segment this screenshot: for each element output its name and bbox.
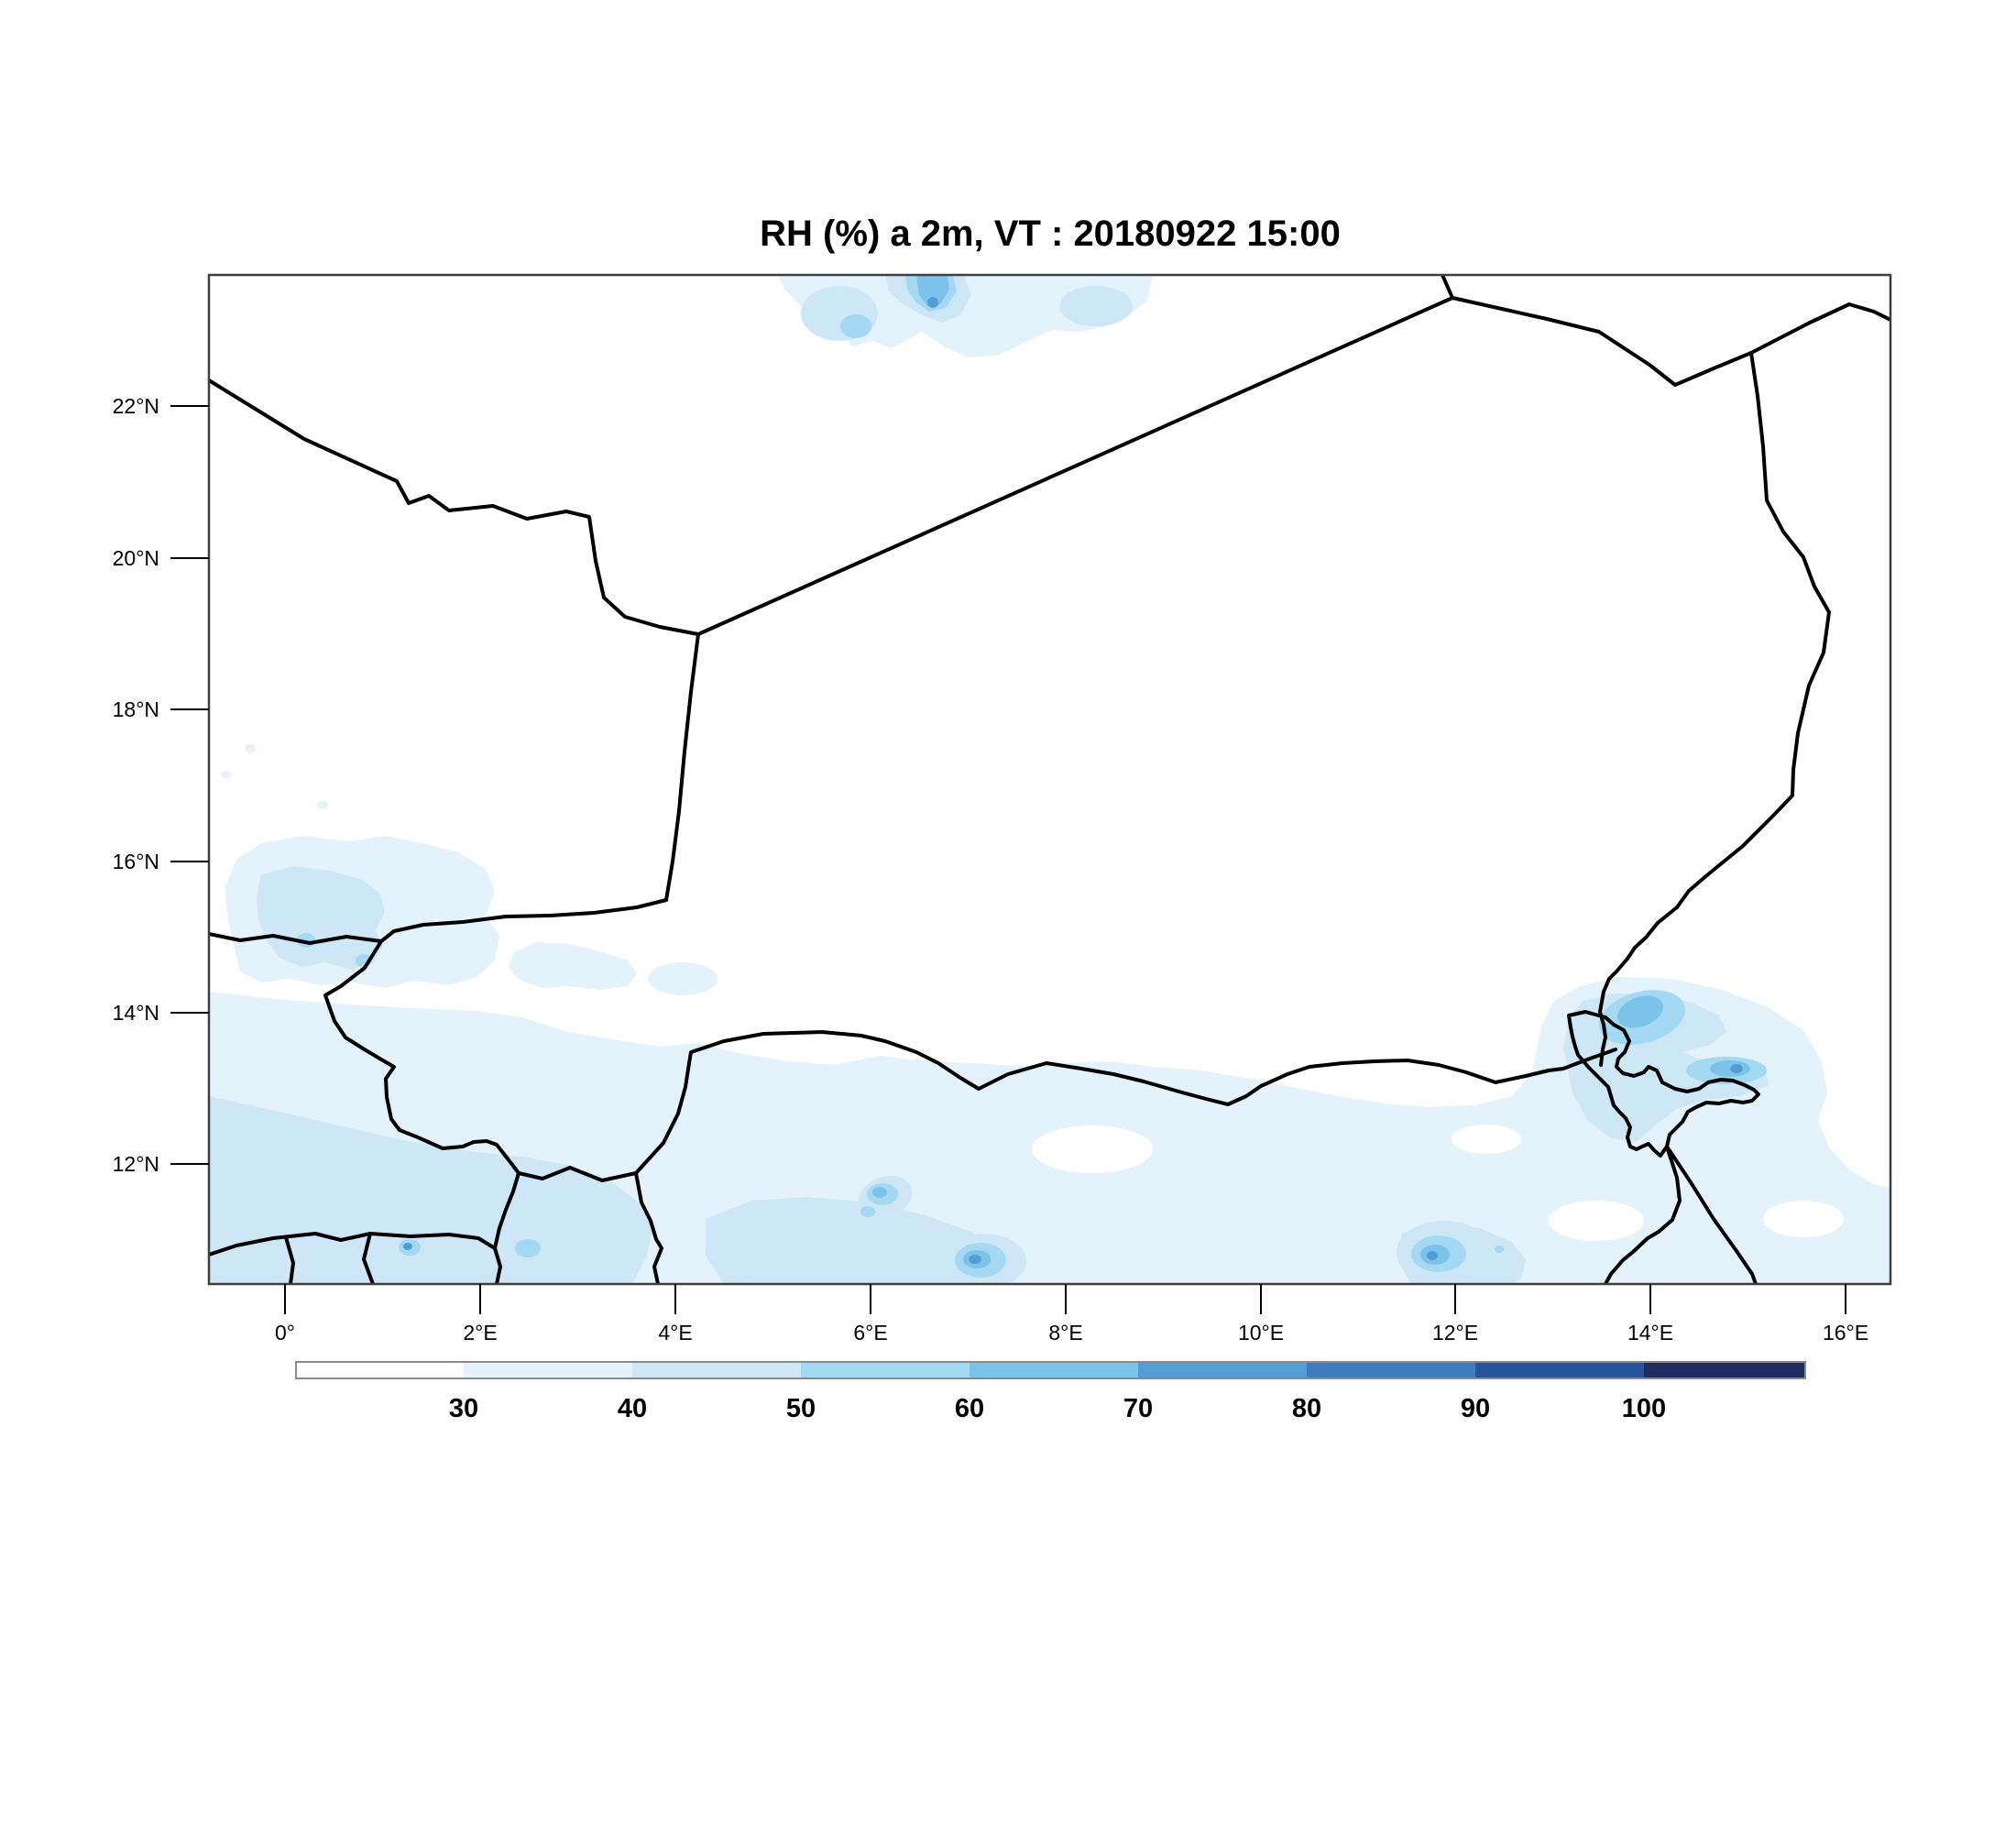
colorbar-tick-label: 90 [1461,1394,1490,1423]
colorbar-tick-label: 30 [449,1394,478,1423]
map-title: RH (%) a 2m, VT : 20180922 15:00 [760,214,1341,254]
y-tick-label: 22°N [113,394,159,418]
longitude-axis: 0° 2°E 4°E 6°E 8°E 10°E 12°E 14°E 16°E [275,1284,1868,1345]
white-hole [1452,1125,1521,1154]
colorbar-segment [970,1362,1138,1378]
south-spot-50 [860,1206,875,1217]
border-niger-benin-river [517,1166,638,1182]
border-benin-west [493,1171,520,1284]
south-spot-60 [872,1187,887,1198]
west-patch-40 [257,866,385,970]
x-tick-label: 6°E [853,1321,887,1345]
border-burkina-ghana-togo [209,1232,497,1257]
rh-band-40-mid [706,1197,1013,1284]
south-spot-70 [969,1255,981,1264]
white-hole [1032,1125,1153,1173]
y-tick-label: 14°N [113,1001,159,1025]
colorbar-tick-label: 70 [1123,1394,1153,1423]
west-patch-30 [648,962,718,995]
speck [245,744,256,753]
west-patch-30 [509,942,637,990]
colorbar-segment [1307,1362,1475,1378]
colorbar-segment [1475,1362,1644,1378]
colorbar-segment [1644,1362,1805,1378]
border-algeria-libya [1441,275,1454,300]
border-togo-benin [362,1232,375,1284]
border-niger-chad [1598,351,1831,1014]
y-tick-label: 16°N [113,850,159,873]
country-borders-layer [209,275,1890,1284]
x-tick-label: 0° [275,1321,295,1345]
south-spot-70 [403,1243,412,1250]
top-patch-30 [777,275,1153,357]
border-benin-nigeria [634,1171,663,1284]
border-niger-libya [1451,296,1753,387]
colorbar-tick-label: 40 [618,1394,647,1423]
colorbar-segment [296,1362,464,1378]
colorbar-segment [632,1362,801,1378]
y-tick-label: 18°N [113,697,159,721]
south-spot-70 [1427,1251,1438,1260]
colorbar-segment [801,1362,970,1378]
map-frame [207,273,1892,1286]
colorbar-tick-label: 80 [1292,1394,1321,1423]
colorbar-segment [1138,1362,1307,1378]
x-tick-label: 8°E [1048,1321,1082,1345]
border-niger-nigeria [634,1030,1617,1175]
rh-shading-layer [209,275,1890,1284]
lake-chad-70-dot [1730,1064,1743,1073]
border-libya-chad [1749,302,1890,355]
top-patch-60 [916,275,949,306]
white-hole [1763,1201,1844,1237]
lake-chad-60 [1616,995,1664,1028]
border-burkina-niger [323,939,520,1175]
border-mali-niger-south [379,898,668,943]
colorbar-segment [464,1362,632,1378]
south-spot-50 [515,1239,541,1257]
colorbar-tick-label: 50 [786,1394,816,1423]
colorbar-tick-label: 100 [1622,1394,1666,1423]
white-hole [1549,1201,1644,1241]
white-hole [1825,1108,1877,1137]
speck [317,800,328,809]
x-tick-label: 2°E [463,1321,497,1345]
latitude-axis: 22°N 20°N 18°N 16°N 14°N 12°N [113,394,209,1176]
top-patch-70-dot [927,297,938,308]
border-cameroon-chad [1665,1145,1758,1284]
rh-band-40-west [209,1096,652,1284]
x-tick-label: 10°E [1238,1321,1284,1345]
south-spot-50 [1495,1246,1504,1253]
border-lake-chad-outline [1567,1010,1760,1158]
x-tick-label: 12°E [1432,1321,1478,1345]
border-nigeria-cameroon [1604,1145,1682,1284]
colorbar: 30 40 50 60 70 80 90 100 [295,1361,1806,1423]
x-tick-label: 14°E [1627,1321,1673,1345]
y-tick-label: 20°N [113,546,159,570]
x-tick-label: 16°E [1823,1321,1868,1345]
top-patch-50 [840,314,871,338]
border-algeria-niger [696,296,1454,636]
colorbar-outline [295,1361,1806,1379]
border-mali-niger-east [664,632,700,902]
border-ghana-togo [284,1235,295,1284]
top-patch-40 [1059,286,1133,326]
border-mali-algeria [209,379,700,636]
border-mali-burkina [209,932,383,945]
x-tick-label: 4°E [658,1321,692,1345]
colorbar-tick-label: 60 [955,1394,984,1423]
speck [222,771,231,778]
y-tick-label: 12°N [113,1152,159,1176]
